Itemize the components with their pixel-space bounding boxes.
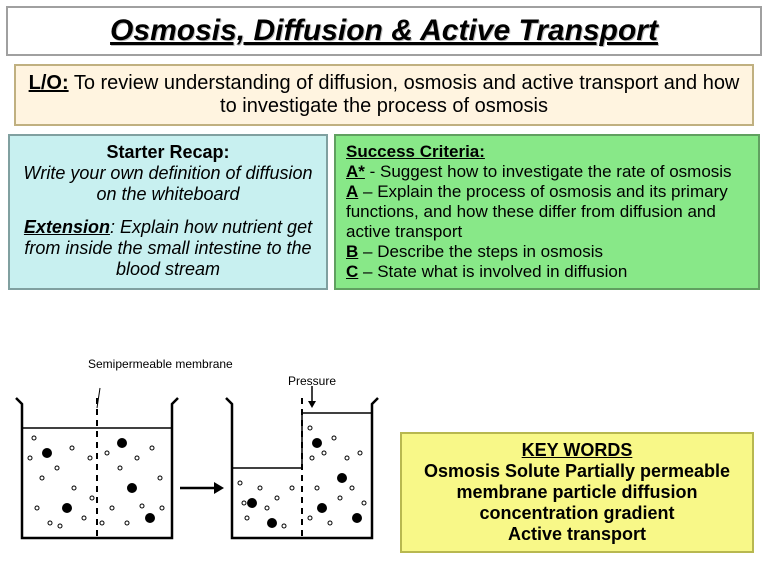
success-criteria-box: Success Criteria: A* - Suggest how to in… (334, 134, 760, 290)
keywords-line2: Active transport (412, 524, 742, 545)
success-item: B – Describe the steps in osmosis (346, 242, 748, 262)
lo-text: To review understanding of diffusion, os… (74, 72, 740, 117)
keywords-line1: Osmosis Solute Partially permeable membr… (412, 461, 742, 524)
success-item: A* - Suggest how to investigate the rate… (346, 162, 748, 182)
osmosis-diagram: Semipermeable membrane Pressure (12, 358, 382, 564)
success-title: Success Criteria: (346, 142, 748, 162)
lo-label: L/O: (29, 72, 69, 94)
success-item: A – Explain the process of osmosis and i… (346, 182, 748, 242)
content-row: Starter Recap: Write your own definition… (6, 134, 762, 290)
keywords-box: KEY WORDS Osmosis Solute Partially perme… (400, 432, 754, 553)
starter-body: Write your own definition of diffusion o… (18, 163, 318, 205)
starter-title: Starter Recap: (18, 142, 318, 163)
page-title: Osmosis, Diffusion & Active Transport (110, 14, 658, 47)
title-box: Osmosis, Diffusion & Active Transport (6, 6, 762, 56)
extension-label: Extension (24, 217, 110, 237)
learning-objective-box: L/O: To review understanding of diffusio… (14, 64, 754, 126)
extension-line: Extension: Explain how nutrient get from… (18, 217, 318, 280)
diagram-svg (12, 358, 382, 564)
success-item: C – State what is involved in diffusion (346, 262, 748, 282)
semipermeable-label: Semipermeable membrane (88, 358, 233, 370)
keywords-title: KEY WORDS (412, 440, 742, 461)
starter-box: Starter Recap: Write your own definition… (8, 134, 328, 290)
pressure-label: Pressure (288, 374, 336, 388)
